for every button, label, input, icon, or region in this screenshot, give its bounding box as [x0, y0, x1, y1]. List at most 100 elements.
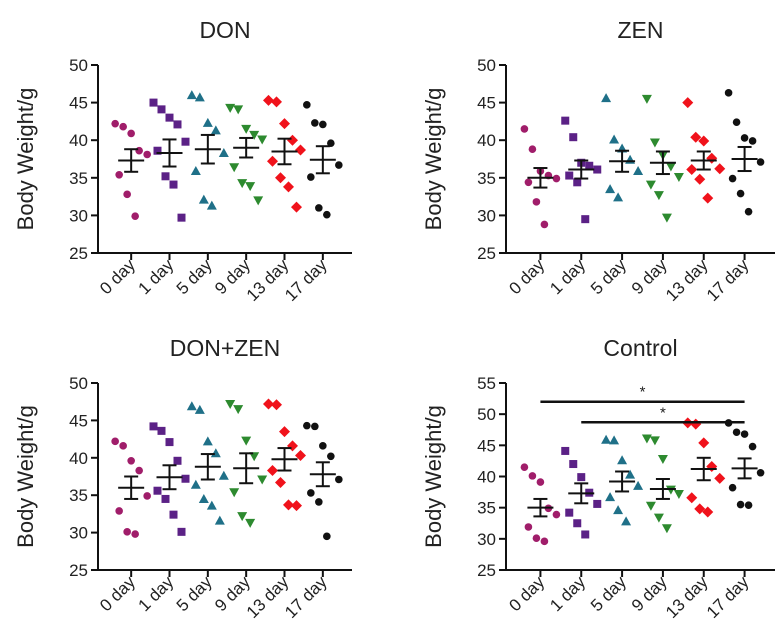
data-point: [271, 399, 282, 411]
x-tick-label: 1 day: [134, 255, 177, 298]
data-point: [119, 122, 127, 131]
y-tick-label: 50: [69, 56, 88, 75]
data-point: [194, 92, 205, 102]
data-point: [702, 192, 714, 204]
data-point: [315, 498, 323, 506]
data-point: [237, 179, 248, 189]
data-point: [540, 220, 549, 229]
data-point: [190, 479, 201, 489]
data-point: [153, 486, 162, 495]
data-point: [621, 516, 632, 526]
y-tick-label: 35: [477, 499, 496, 518]
data-point: [686, 492, 698, 504]
y-axis-label: Body Weight/g: [13, 405, 38, 548]
data-point: [593, 499, 602, 508]
x-tick-label: 13 day: [662, 255, 712, 305]
data-point: [748, 137, 757, 145]
data-point: [169, 180, 178, 189]
data-point: [218, 147, 229, 157]
y-tick-label: 30: [477, 206, 496, 225]
data-point: [237, 512, 248, 522]
panel-title: Control: [603, 335, 677, 361]
data-point: [613, 505, 624, 515]
data-point: [577, 473, 586, 482]
x-tick-label: 0 day: [96, 572, 139, 615]
data-point: [601, 434, 612, 444]
y-tick-label: 40: [69, 449, 88, 468]
data-point: [115, 170, 123, 179]
x-tick-label: 1 day: [546, 255, 589, 298]
data-point: [686, 164, 698, 176]
x-tick-label: 17 day: [281, 572, 331, 622]
data-point: [173, 456, 182, 465]
y-tick-label: 45: [477, 94, 496, 113]
significance-label: *: [640, 384, 646, 401]
y-tick-label: 30: [477, 530, 496, 549]
x-tick-label: 5 day: [587, 255, 630, 298]
data-point: [653, 191, 664, 201]
data-point: [714, 472, 726, 484]
data-point: [706, 461, 718, 473]
panel-title: DON+ZEN: [170, 335, 281, 361]
y-tick-label: 40: [477, 131, 496, 150]
panel-title: ZEN: [618, 17, 664, 43]
data-point: [123, 528, 131, 536]
data-point: [756, 468, 765, 477]
data-point: [690, 131, 702, 143]
panel-title: DON: [199, 17, 250, 43]
data-point: [241, 124, 252, 134]
data-point: [111, 437, 119, 446]
data-point: [225, 103, 236, 113]
data-point: [206, 200, 217, 210]
data-point: [327, 139, 335, 148]
data-point: [165, 438, 174, 447]
data-point: [569, 133, 578, 142]
data-point: [536, 478, 545, 486]
data-point: [295, 144, 306, 156]
data-point: [190, 166, 201, 176]
data-point: [149, 98, 158, 107]
data-point: [673, 489, 684, 499]
data-point: [245, 518, 256, 528]
x-tick-label: 0 day: [505, 572, 548, 615]
data-point: [565, 171, 574, 180]
x-tick-label: 5 day: [587, 572, 630, 615]
data-point: [645, 501, 656, 511]
data-point: [153, 146, 162, 155]
data-point: [565, 508, 574, 517]
y-axis-label: Body Weight/g: [421, 405, 446, 548]
data-point: [319, 442, 327, 450]
data-point: [682, 97, 694, 109]
data-point: [127, 456, 135, 465]
x-tick-label: 5 day: [173, 572, 216, 615]
data-point: [253, 196, 264, 206]
data-point: [641, 434, 652, 444]
data-point: [649, 138, 660, 148]
data-point: [210, 448, 221, 458]
data-point: [131, 212, 139, 220]
x-tick-label: 1 day: [134, 572, 177, 615]
data-point: [561, 116, 570, 125]
data-point: [552, 174, 561, 183]
data-point: [728, 483, 737, 492]
data-point: [218, 470, 229, 480]
data-point: [233, 405, 244, 415]
data-point: [528, 472, 537, 480]
data-point: [609, 134, 620, 144]
data-point: [135, 146, 143, 155]
data-point: [307, 173, 315, 181]
data-point: [744, 501, 753, 509]
data-point: [698, 437, 710, 449]
data-point: [233, 105, 244, 115]
y-tick-label: 50: [477, 56, 496, 75]
data-point: [581, 530, 590, 539]
data-point: [315, 204, 323, 212]
x-tick-label: 17 day: [281, 255, 331, 305]
data-point: [263, 94, 274, 106]
x-tick-label: 1 day: [546, 572, 589, 615]
data-point: [143, 150, 151, 159]
data-point: [206, 500, 217, 510]
